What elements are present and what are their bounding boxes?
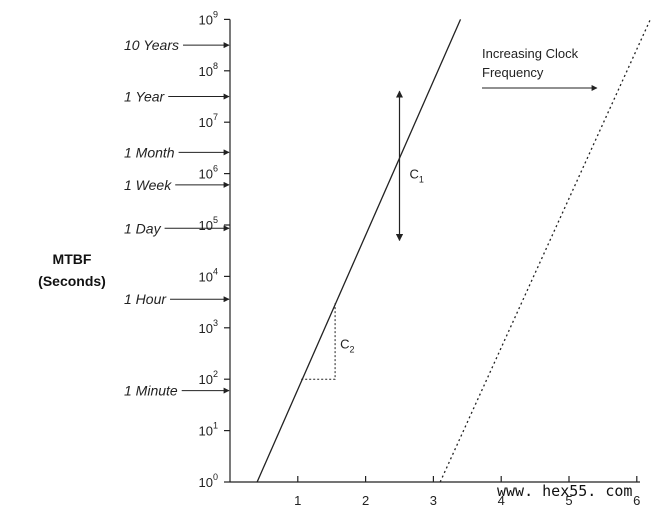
time-marker-label: 1 Month — [124, 144, 175, 160]
x-tick-label: 3 — [430, 493, 437, 508]
watermark: www. hex55. com — [497, 482, 632, 500]
series-line-faster-clock — [439, 19, 651, 483]
series-line-mtbf — [256, 19, 462, 483]
clock-frequency-label-line1: Increasing Clock — [482, 46, 579, 61]
x-tick-label: 5 — [565, 493, 572, 508]
c2-label: C2 — [340, 336, 354, 354]
c1-label: C1 — [410, 167, 424, 185]
axes — [224, 18, 640, 483]
annotations: C1 C2 Increasing Clock Frequency — [301, 46, 598, 380]
time-marker-label: 1 Hour — [124, 291, 167, 307]
c2-slope-triangle — [301, 303, 336, 380]
time-marker-label: 10 Years — [124, 37, 179, 53]
x-tick-label: 1 — [294, 493, 301, 508]
time-markers: 10 Years 1 Year 1 Month 1 Week 1 Day 1 Hour 1 … — [124, 37, 230, 399]
time-marker-label: 1 Day — [124, 220, 162, 236]
series-lines — [256, 19, 651, 483]
y-tick-label: 104 — [199, 266, 218, 284]
y-axis-label-line2: (Seconds) — [38, 273, 106, 289]
y-tick-label: 106 — [199, 164, 218, 182]
x-tick-label: 4 — [498, 493, 505, 508]
y-tick-label: 102 — [199, 369, 218, 387]
y-tick-label: 103 — [199, 318, 218, 336]
y-tick-label: 109 — [199, 9, 218, 27]
y-tick-label: 101 — [199, 421, 218, 439]
y-axis-label-line1: MTBF — [53, 251, 92, 267]
time-marker-label: 1 Minute — [124, 383, 178, 399]
y-tick-label: 105 — [199, 215, 218, 233]
x-tick-label: 6 — [633, 493, 640, 508]
time-marker-label: 1 Year — [124, 89, 166, 105]
y-tick-labels: 100 101 102 103 104 105 106 107 108 109 — [199, 9, 218, 490]
time-marker-label: 1 Week — [124, 177, 172, 193]
y-tick-label: 100 — [199, 472, 218, 490]
y-tick-label: 108 — [199, 61, 218, 79]
y-tick-label: 107 — [199, 112, 218, 130]
x-tick-labels: 1 2 3 4 5 6 — [294, 493, 640, 508]
clock-frequency-label-line2: Frequency — [482, 65, 544, 80]
x-tick-label: 2 — [362, 493, 369, 508]
